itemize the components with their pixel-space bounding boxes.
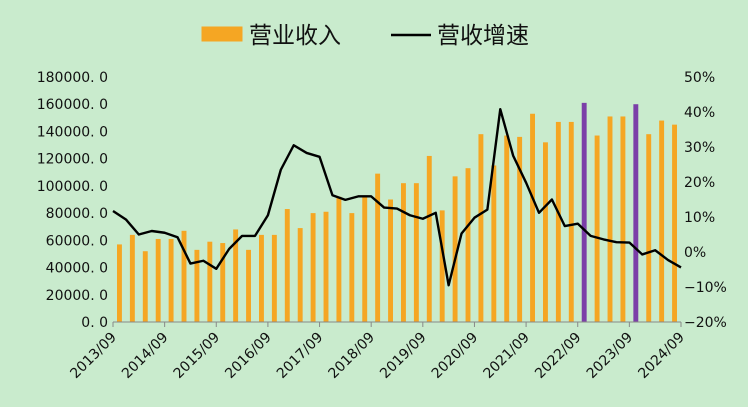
left-tick-label-2: 40000. 0: [46, 261, 108, 277]
bar-12: [271, 234, 277, 322]
left-axis-ticks: 0. 0 20000. 0 40000. 0 60000. 0 80000. 0 1000…: [37, 70, 108, 331]
x-tick-label-3: 2016/09: [222, 330, 274, 382]
x-tick-label-9: 2022/09: [532, 330, 584, 382]
right-axis-ticks: −20% −10% 0% 10% 20% 30% 40% 50%: [684, 70, 727, 331]
bar-24: [426, 155, 432, 322]
bar-2: [142, 251, 148, 322]
legend-swatch-revenue: [201, 26, 243, 42]
x-tick-label-6: 2019/09: [377, 330, 429, 382]
bar-4: [168, 238, 174, 322]
bars-layer: [117, 102, 677, 322]
left-tick-label-0: 0. 0: [81, 315, 108, 331]
legend-label-revenue: 营业收入: [249, 23, 341, 49]
bar-6: [194, 249, 200, 322]
bar-34: [555, 121, 561, 322]
bar-35: [568, 121, 574, 322]
bar-5: [181, 230, 187, 322]
bar-30: [504, 135, 510, 322]
bar-40: [633, 104, 639, 322]
bar-29: [491, 165, 497, 322]
left-tick-label-8: 160000. 0: [37, 97, 108, 113]
bar-22: [401, 183, 406, 322]
legend: 营业收入 营收增速: [201, 23, 529, 49]
bar-38: [607, 116, 613, 322]
left-tick-label-4: 80000. 0: [46, 206, 108, 222]
bar-37: [594, 135, 600, 322]
bar-1: [129, 234, 135, 322]
x-tick-label-10: 2023/09: [584, 330, 636, 382]
right-tick-label-1: −10%: [684, 280, 727, 296]
bar-31: [517, 136, 523, 322]
left-tick-label-3: 60000. 0: [46, 233, 108, 249]
growth-line: [112, 107, 682, 287]
x-axis-ticks: 2013/09 2014/09 2015/09 2016/09 2017/09 2018/…: [67, 322, 688, 382]
x-tick-label-8: 2021/09: [480, 330, 532, 382]
bar-28: [478, 134, 484, 322]
x-tick-label-2: 2015/09: [171, 330, 223, 382]
bar-36: [581, 102, 587, 322]
bar-0: [117, 244, 122, 322]
bar-42: [659, 120, 665, 322]
bar-15: [310, 213, 316, 322]
bar-9: [233, 229, 239, 322]
left-tick-label-9: 180000. 0: [37, 70, 108, 86]
bar-19: [362, 196, 368, 322]
bar-20: [375, 173, 381, 322]
right-tick-label-3: 10%: [684, 210, 715, 226]
x-tick-label-7: 2020/09: [429, 330, 481, 382]
bar-21: [388, 199, 393, 322]
bar-32: [530, 113, 535, 322]
x-tick-label-0: 2013/09: [67, 330, 119, 382]
line-layer: [112, 107, 682, 287]
bar-11: [259, 234, 264, 322]
bar-26: [452, 176, 458, 322]
bar-16: [323, 211, 329, 322]
bar-41: [646, 134, 652, 322]
bar-33: [543, 142, 548, 322]
bar-43: [672, 124, 677, 322]
left-tick-label-7: 140000. 0: [37, 124, 108, 140]
bar-10: [246, 249, 251, 322]
left-tick-label-6: 120000. 0: [37, 152, 108, 168]
bar-13: [284, 209, 290, 322]
bar-27: [465, 168, 471, 322]
right-tick-label-6: 40%: [684, 105, 715, 121]
legend-label-growth: 营收增速: [437, 23, 529, 49]
right-tick-label-5: 30%: [684, 140, 715, 156]
right-tick-label-2: 0%: [684, 245, 706, 261]
bar-39: [620, 116, 626, 322]
left-tick-label-5: 100000. 0: [37, 179, 108, 195]
x-tick-label-4: 2017/09: [274, 330, 326, 382]
bar-23: [413, 183, 419, 322]
right-tick-label-0: −20%: [684, 315, 727, 331]
bar-3: [155, 238, 161, 322]
x-tick-label-5: 2018/09: [326, 330, 378, 382]
right-tick-label-4: 20%: [684, 175, 715, 191]
bar-18: [349, 213, 355, 322]
bar-14: [297, 228, 303, 322]
x-tick-label-11: 2024/09: [635, 330, 687, 382]
bar-7: [207, 241, 213, 322]
x-tick-label-1: 2014/09: [119, 330, 171, 382]
right-tick-label-7: 50%: [684, 70, 715, 86]
left-tick-label-1: 20000. 0: [46, 288, 108, 304]
bar-25: [439, 210, 445, 322]
bar-8: [220, 243, 226, 322]
bar-17: [336, 196, 342, 322]
